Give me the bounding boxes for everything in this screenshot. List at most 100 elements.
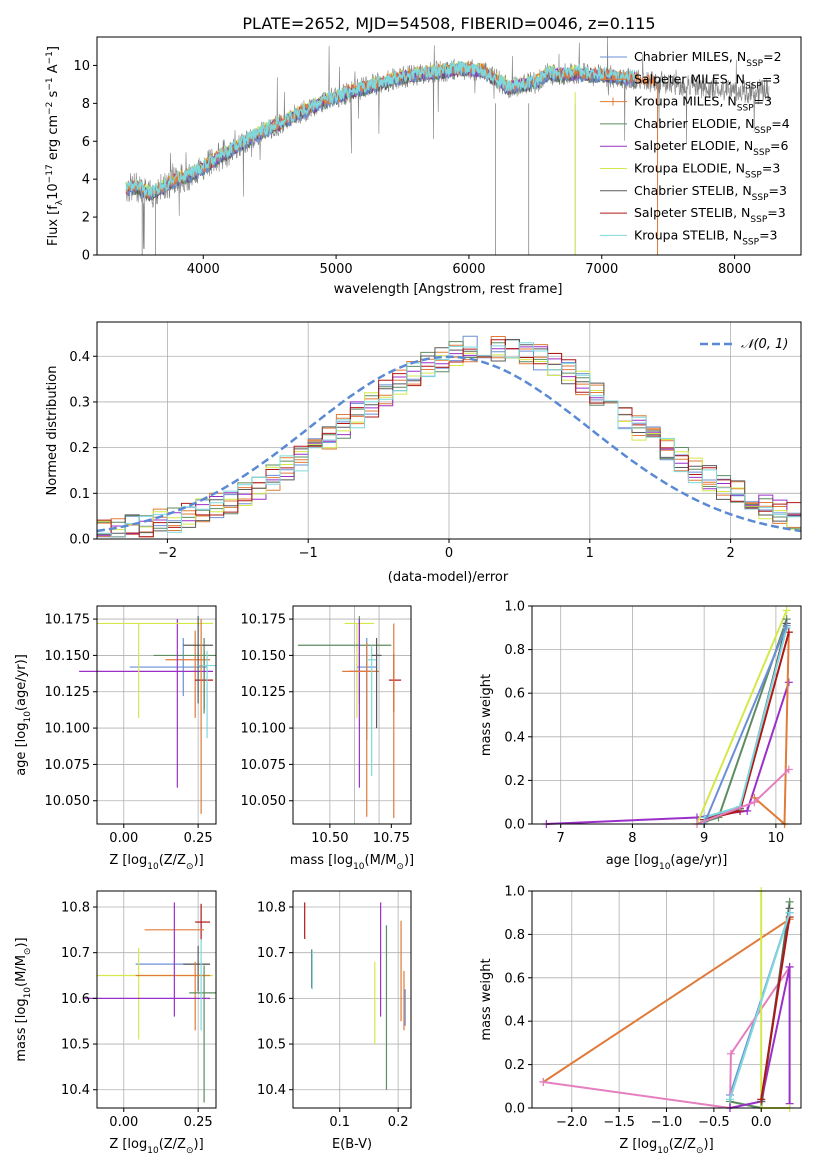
y-tick-label: 1.0 [504,600,525,615]
label-part: 10 [659,862,671,872]
legend-entry: Salpeter STELIB, NSSP=3 [634,205,786,225]
label-part: (Z/Z [159,1137,186,1152]
legend-count: =3 [769,183,787,198]
legend-n: N [727,94,736,109]
y-tick-label: 0.8 [504,643,525,658]
label-part: wavelength [Angstrom, rest frame] [334,282,563,297]
y-tick-label: 0.0 [69,533,90,548]
x-tick-label: 0.25 [184,831,213,846]
y-tick-label: 6 [82,135,90,150]
axes-frame [292,605,412,825]
legend-name: Salpeter ELODIE, [634,138,744,153]
x-axis-label: Z [log10(Z/Z⊙)] [109,853,203,872]
y-tick-label: 0.8 [504,928,525,943]
label-part: s [46,90,61,101]
legend-n: N [744,138,753,153]
mass-weight-series-7 [760,916,791,1100]
label-part: mass [log [14,998,29,1061]
x-tick-label: 8000 [718,262,751,277]
label-part: erg cm [46,115,61,164]
histogram-8 [97,342,801,538]
axes-frame [96,605,217,825]
x-tick-label: 2 [726,546,734,561]
label-part: (M/M [14,955,29,987]
y-tick-label: 0.4 [504,730,525,745]
x-tick-label: 1 [586,546,594,561]
figure-title: PLATE=2652, MJD=54508, FIBERID=0046, z=0… [242,14,655,33]
legend-count: =3 [762,161,780,176]
legend-sub: SSP [745,171,762,181]
y-tick-label: 10.6 [61,992,90,1007]
x-tick-label: −2.0 [556,1115,588,1130]
x-tick-label: 10.50 [311,831,348,846]
x-tick-label: 0.0 [751,1115,772,1130]
y-tick-label: 0.1 [69,487,90,502]
legend-name: Chabrier MILES, [634,49,737,64]
legend-count: =4 [771,116,789,131]
label-part: )] [404,853,414,868]
y-tick-label: 0.6 [504,971,525,986]
legend-name: Kroupa ELODIE, [634,161,736,176]
y-tick-label: 2 [82,211,90,226]
legend-count: =3 [762,71,780,86]
legend-entry: Chabrier MILES, NSSP=2 [634,49,782,69]
y-tick-label: 10.075 [45,758,91,773]
legend-name: Kroupa MILES, [634,94,727,109]
legend-entry: Salpeter MILES, NSSP=3 [634,71,780,91]
legend-n: N [733,227,742,242]
label-part: (M/M [365,853,397,868]
mass-weight-series-1 [542,918,791,1083]
x-axis-label: wavelength [Angstrom, rest frame] [334,282,563,297]
y-tick-label: 10.175 [45,613,91,628]
legend-name: Kroupa STELIB, [634,227,733,242]
x-tick-label: 8 [628,831,636,846]
legend-entry: Kroupa ELODIE, NSSP=3 [634,161,780,181]
y-tick-label: 10.100 [45,722,91,737]
y-tick-label: 1.0 [504,885,525,900]
x-tick-label: 0.00 [109,831,138,846]
legend-n: N [741,205,750,220]
label-part: 10 [147,862,159,872]
mass-weight-series-0 [703,625,788,825]
legend-n: N [736,161,745,176]
legend-name: Chabrier STELIB, [634,183,742,198]
y-tick-label: 10.7 [257,946,286,961]
y-tick-label: 10.050 [45,794,91,809]
x-tick-label: −2 [158,546,177,561]
legend-count: =3 [767,205,785,220]
y-axis-label: mass weight [479,674,494,756]
mass-vs-ebv-panel: 0.1 0.2 10.4 10.5 10.6 10.7 10.8 E(B-V) [257,890,412,1152]
label-part: age [log [14,723,29,776]
label-part: λ [55,199,65,205]
legend-sub: SSP [754,126,771,136]
y-tick-label: 10.125 [241,685,287,700]
x-tick-label: 7 [557,831,565,846]
label-part: 10 [23,987,33,999]
y-axis-label: mass [log10(M/M⊙)] [14,937,33,1061]
label-part: ⊙ [186,1146,194,1156]
y-tick-label: 10.175 [241,613,287,628]
age-vs-metallicity-panel: 0.00 0.25 10.050 10.075 10.100 10.125 10.150 10… [14,605,217,872]
label-part: (Z/Z [669,1137,696,1152]
legend-entry: Salpeter ELODIE, NSSP=6 [634,138,789,158]
x-axis-label: E(B-V) [332,1137,372,1152]
y-tick-label: 10.5 [61,1038,90,1053]
legend-sub: SSP [753,148,770,158]
label-part: ] [46,46,61,51]
label-part: −2 [45,102,55,115]
observed-spectrum [125,37,770,249]
y-tick-label: 0.0 [504,818,525,833]
legend-count: =2 [763,49,781,64]
age-vs-mass-panel: 10.50 10.75 10.050 10.075 10.100 10.125 10.150… [241,605,414,872]
legend-n: N [742,183,751,198]
massweight-vs-metallicity-panel: −2.0 −1.5 −1.0 −0.5 0.0 0.0 0.2 0.4 0.6 0.8 1.0 Z [… [479,885,802,1156]
label-part: mass [log [290,853,353,868]
histogram-5 [97,352,801,531]
mass-weight-series-4 [729,966,791,1109]
label-part: Z [log [619,1137,657,1152]
y-tick-label: 10.150 [45,649,91,664]
y-tick-label: 0.2 [504,774,525,789]
label-part: mass weight [479,674,494,756]
